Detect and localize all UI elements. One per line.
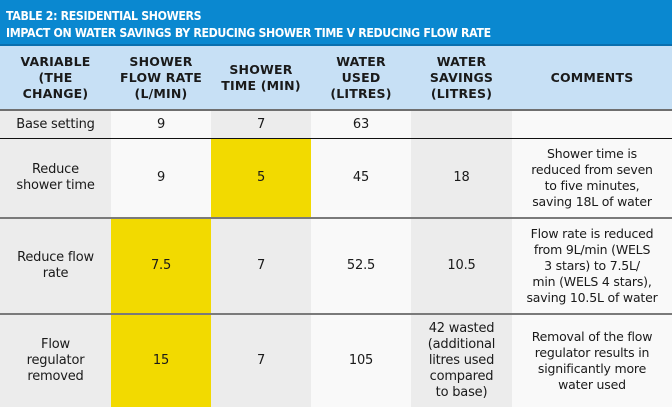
cell-text: 9: [156, 170, 166, 185]
table-cell-comments: Shower time is reduced from seven to fiv…: [512, 139, 672, 217]
cell-text: Flow rate is reduced from 9L/min (WELS 3…: [526, 226, 658, 305]
table-cell-flow-rate: 9: [111, 111, 211, 138]
table-title: TABLE 2: RESIDENTIAL SHOWERS: [6, 8, 202, 23]
column-header-flow-rate: SHOWER FLOW RATE (L/MIN): [111, 46, 211, 109]
table-cell-water-used: 45: [311, 139, 411, 217]
row-divider: [0, 217, 672, 219]
highlighted-cell-flow-rate: 7.5: [111, 219, 211, 313]
table-cell-water-savings: 42 wasted (additional litres used compar…: [411, 315, 512, 407]
cell-text: 10.5: [447, 258, 476, 273]
header-row-background: [0, 46, 672, 109]
cell-text: 45: [352, 170, 370, 185]
table-cell-variable: Flow regulator removed: [0, 315, 111, 407]
column-header-comments: COMMENTS: [512, 46, 672, 109]
cell-text: COMMENTS: [550, 69, 634, 85]
column-header-water-savings: WATER SAVINGS (LITRES): [411, 46, 512, 109]
cell-text: 7: [256, 258, 266, 273]
cell-text: 7.5: [150, 258, 172, 273]
cell-text: Removal of the flow regulator results in…: [531, 329, 653, 392]
table-cell-water-savings: 10.5: [411, 219, 512, 313]
cell-text: 42 wasted (additional litres used compar…: [427, 321, 496, 400]
highlighted-cell-flow-rate: 15: [111, 315, 211, 407]
table-subtitle: IMPACT ON WATER SAVINGS BY REDUCING SHOW…: [6, 25, 491, 40]
cell-text: Reduce shower time: [16, 162, 95, 193]
cell-text: 18: [453, 170, 470, 185]
cell-text: 7: [256, 116, 266, 132]
cell-text: WATER USED (LITRES): [330, 53, 392, 101]
table-cell-comments: [512, 111, 672, 138]
row-divider: [0, 138, 672, 139]
cell-text: 52.5: [346, 258, 376, 273]
table-cell-variable: Base setting: [0, 111, 111, 138]
cell-text: 105: [348, 353, 374, 368]
cell-text: 7: [256, 353, 266, 368]
cell-text: Shower time is reduced from seven to fiv…: [531, 146, 653, 209]
table-cell-water-used: 52.5: [311, 219, 411, 313]
row-divider: [0, 109, 672, 111]
cell-text: Base setting: [16, 116, 95, 132]
table-title-bar: TABLE 2: RESIDENTIAL SHOWERS IMPACT ON W…: [0, 0, 672, 46]
table-cell-water-used: 105: [311, 315, 411, 407]
cell-text: SHOWER TIME (MIN): [221, 61, 301, 93]
cell-text: VARIABLE (THE CHANGE): [20, 53, 91, 101]
table-cell-flow-rate: 9: [111, 139, 211, 217]
cell-text: 5: [256, 170, 266, 185]
row-divider: [0, 313, 672, 315]
table-cell-variable: Reduce flow rate: [0, 219, 111, 313]
table-cell-water-savings: [411, 111, 512, 138]
highlighted-cell-shower-time: 5: [211, 139, 311, 217]
table-cell-water-used: 63: [311, 111, 411, 138]
cell-text: SHOWER FLOW RATE (L/MIN): [119, 53, 203, 101]
column-header-variable: VARIABLE (THE CHANGE): [0, 46, 111, 109]
table-cell-comments: Removal of the flow regulator results in…: [512, 315, 672, 407]
cell-text: WATER SAVINGS (LITRES): [429, 53, 494, 101]
table-cell-water-savings: 18: [411, 139, 512, 217]
table-cell-variable: Reduce shower time: [0, 139, 111, 217]
table-cell-shower-time: 7: [211, 111, 311, 138]
column-header-water-used: WATER USED (LITRES): [311, 46, 411, 109]
table-cell-shower-time: 7: [211, 219, 311, 313]
cell-text: 15: [152, 353, 170, 368]
column-header-shower-time: SHOWER TIME (MIN): [211, 46, 311, 109]
cell-text: Flow regulator removed: [26, 337, 85, 384]
table-cell-comments: Flow rate is reduced from 9L/min (WELS 3…: [512, 219, 672, 313]
cell-text: Reduce flow rate: [17, 250, 94, 281]
cell-text: 63: [352, 116, 370, 132]
cell-text: 9: [156, 116, 166, 132]
showers-table: VARIABLE (THE CHANGE) SHOWER FLOW RATE (L…: [0, 46, 672, 407]
table-cell-shower-time: 7: [211, 315, 311, 407]
